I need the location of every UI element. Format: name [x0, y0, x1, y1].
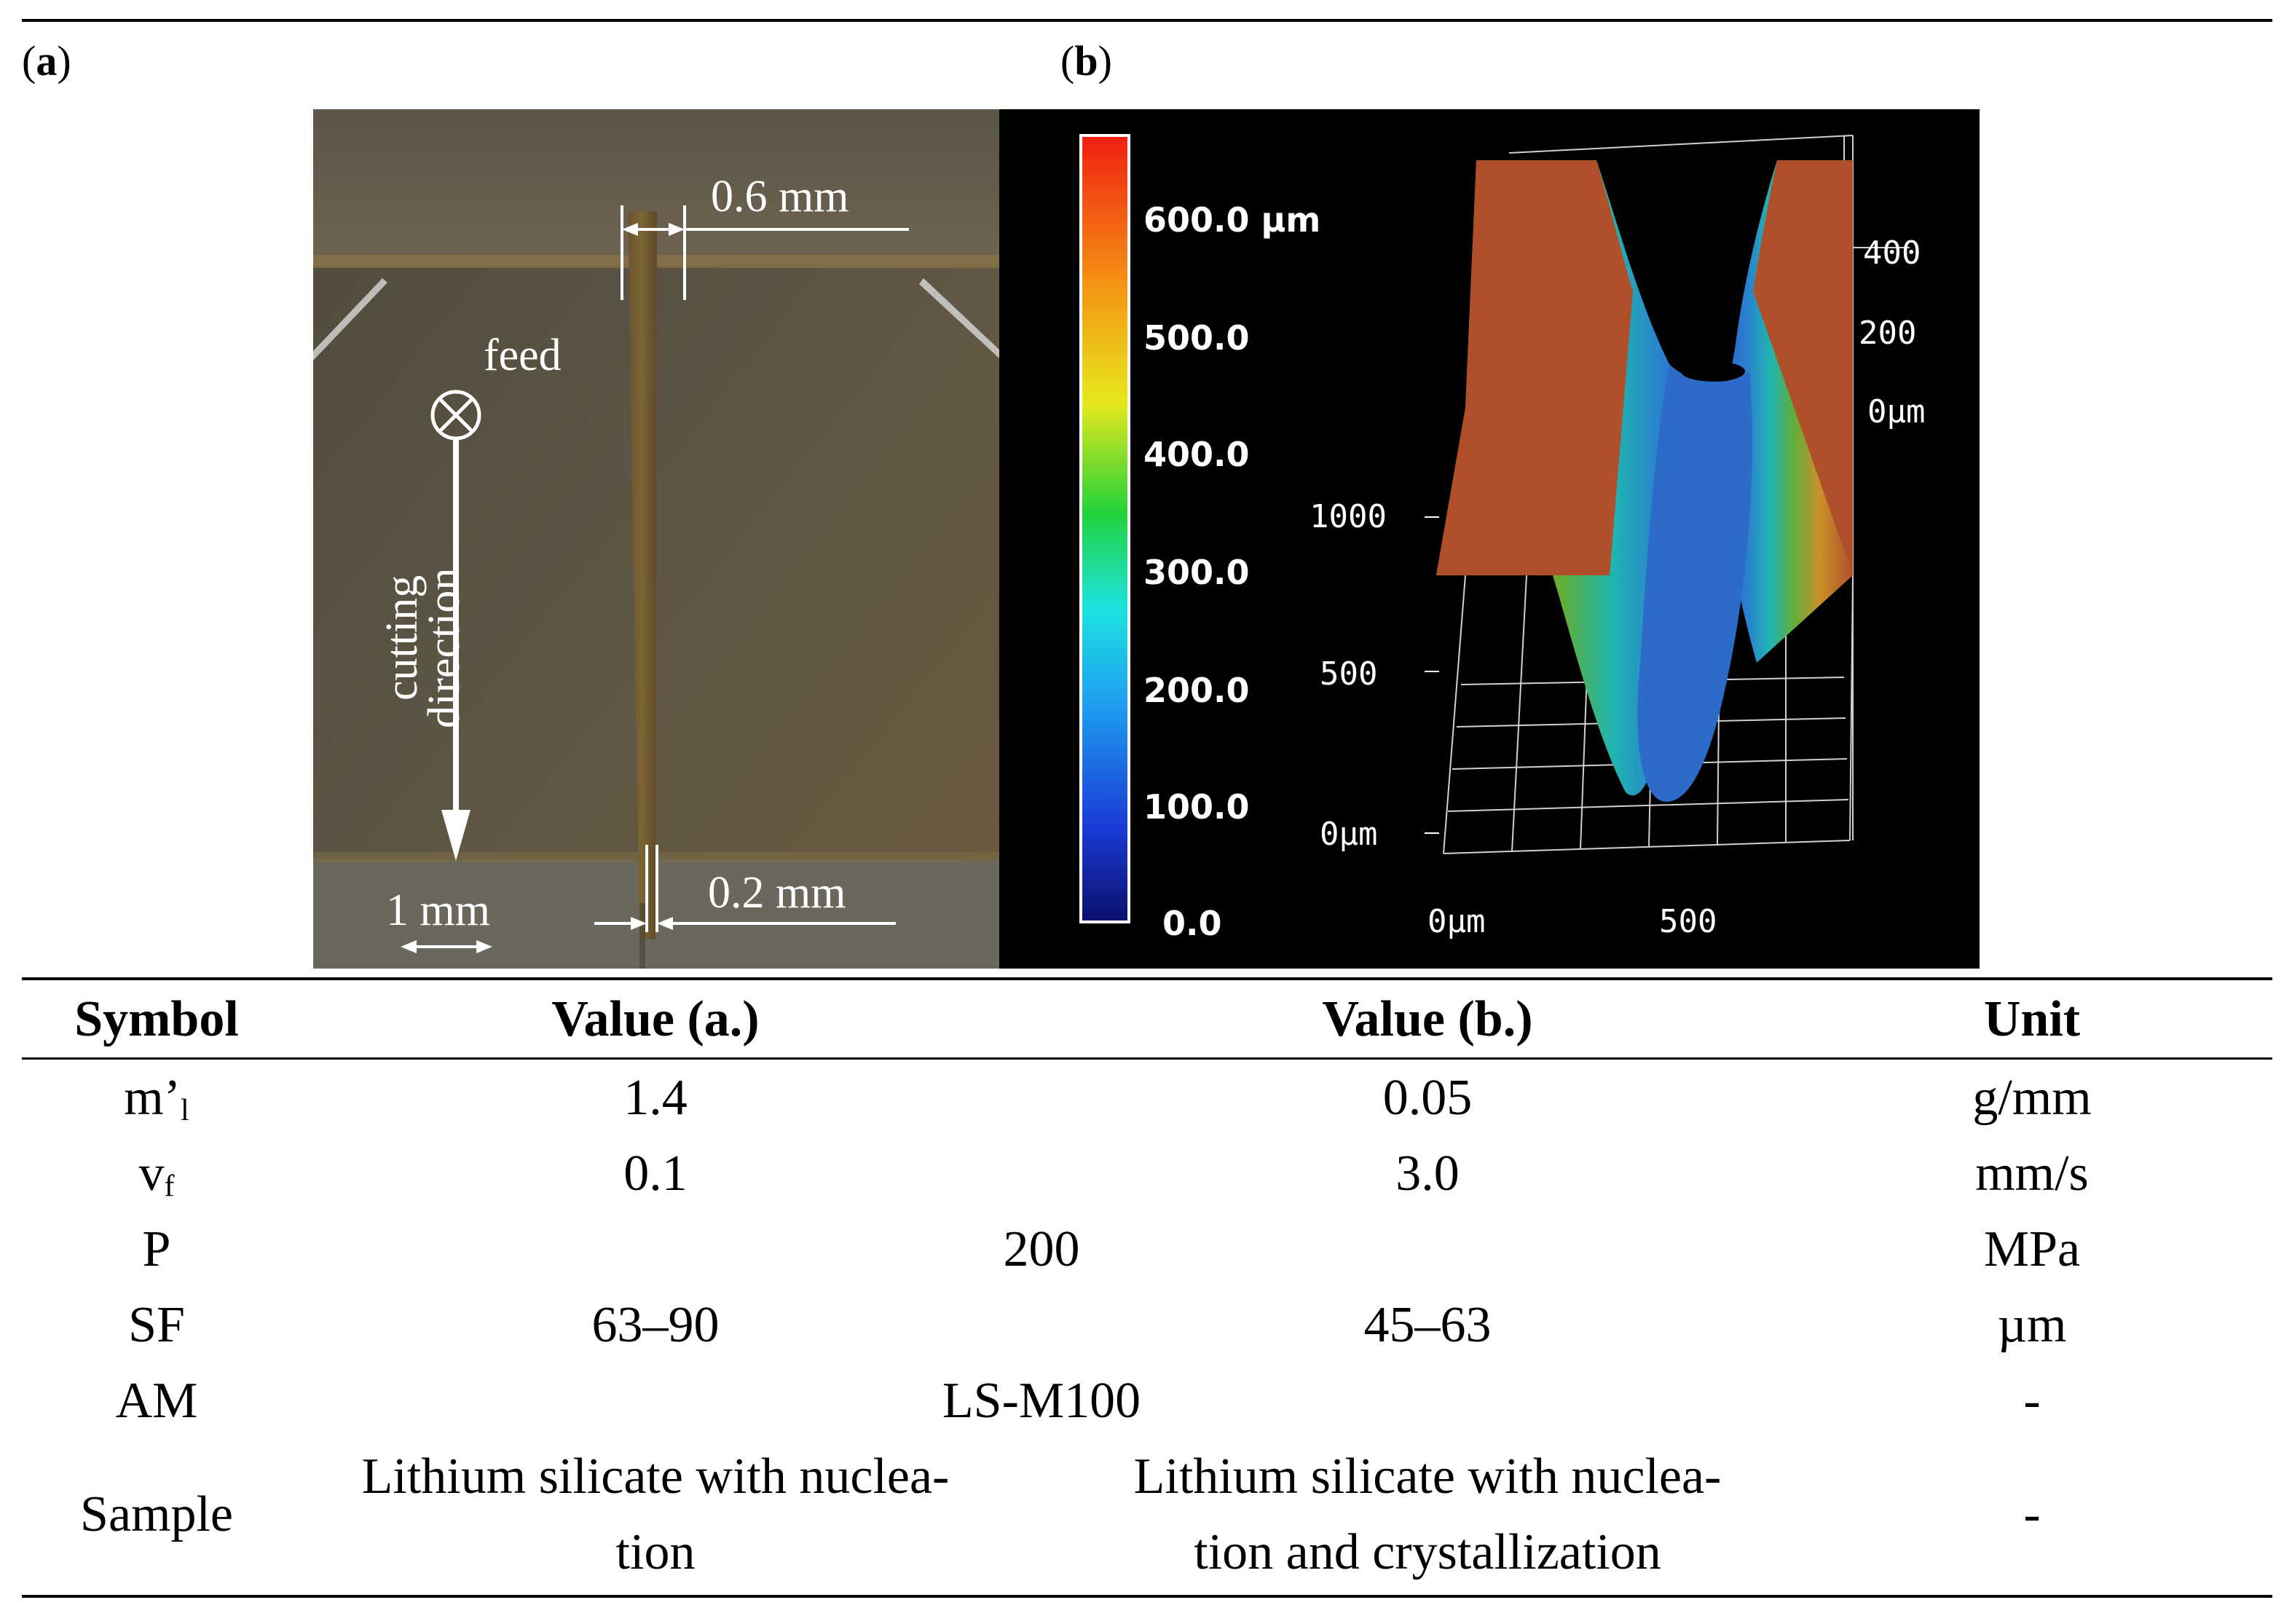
table-cell-unit: µm [1997, 1297, 2067, 1353]
table-cell-value-a: 63–90 [591, 1297, 720, 1353]
table-header-value-b: Value (b.) [1322, 991, 1533, 1047]
feed-symbol-icon [430, 390, 481, 441]
table-header-rule [22, 1057, 2272, 1060]
table-cell-unit: mm/s [1975, 1146, 2089, 1202]
scale-label: 1 mm [386, 886, 490, 935]
top-rule [22, 19, 2272, 22]
panel-a-photo: 0.6 mm feed cutting direction 1 mm [313, 109, 999, 969]
table-cell-unit: g/mm [1972, 1070, 2092, 1126]
dimension-0-6mm-label: 0.6 mm [711, 172, 848, 221]
colorbar-tick: 500.0 [1143, 318, 1250, 358]
table-cell-value-b: 45–63 [1363, 1297, 1492, 1353]
table-cell-value-b-line2: tion and crystallization [1194, 1524, 1661, 1580]
table-cell-merged: LS-M100 [942, 1373, 1141, 1429]
panel-a-label: (a) [22, 37, 71, 84]
table-cell-value-b: 3.0 [1395, 1146, 1460, 1202]
dimension-0-2mm-label: 0.2 mm [708, 868, 846, 918]
table-cell-value-b-line1: Lithium silicate with nuclea- [1133, 1448, 1722, 1505]
table-cell-value-a: 1.4 [623, 1070, 688, 1126]
panel-b-3d-profile: 600.0 µm 500.0 400.0 300.0 200.0 100.0 0… [999, 109, 1980, 969]
table-cell-symbol: Sample [80, 1486, 233, 1542]
table-bottom-rule [22, 1595, 2272, 1598]
table-cell-value-a-line2: tion [615, 1524, 696, 1580]
table-cell-symbol: m’l [124, 1070, 189, 1127]
colorbar-tick: 100.0 [1143, 787, 1250, 827]
table-cell-value-a-line1: Lithium silicate with nuclea- [361, 1448, 950, 1505]
cutting-direction-label: cutting direction [377, 564, 469, 728]
table-cell-unit: MPa [1983, 1221, 2081, 1277]
feed-label: feed [484, 331, 562, 380]
table-header-symbol: Symbol [74, 991, 239, 1047]
table-cell-merged: 200 [1003, 1221, 1080, 1277]
colorbar-tick: 600.0 µm [1143, 200, 1320, 240]
colorbar-tick: 300.0 [1143, 553, 1250, 592]
x-axis-tick: 500 [1659, 903, 1717, 940]
profile-top-left-plateau [1436, 160, 1633, 575]
table-header-value-a: Value (a.) [551, 991, 760, 1047]
table-cell-value-b: 0.05 [1382, 1070, 1473, 1126]
z-axis-tick: 200 [1859, 315, 1916, 352]
profile-groove-bottom [1637, 364, 1752, 802]
table-cell-symbol: AM [115, 1373, 198, 1429]
table-cell-symbol: vf [138, 1146, 175, 1203]
table-cell-symbol: SF [128, 1297, 185, 1353]
colorbar-tick: 200.0 [1143, 671, 1250, 710]
cut-groove [628, 211, 657, 939]
color-scale-bar [1079, 134, 1130, 923]
z-axis-tick: 0µm [1867, 393, 1925, 430]
y-axis-tick: 1000 [1310, 498, 1387, 535]
table-cell-symbol: P [142, 1221, 171, 1277]
x-axis-tick: 0µm [1427, 903, 1485, 940]
dimension-0-6mm [621, 205, 909, 300]
colorbar-tick: 400.0 [1143, 435, 1250, 474]
table-cell-unit: - [2023, 1373, 2041, 1429]
table-cell-unit: - [2023, 1486, 2041, 1542]
panel-b-label: (b) [1060, 37, 1112, 84]
y-axis-tick: 0µm [1320, 816, 1377, 853]
profile-top-right-plateau [1753, 160, 1853, 575]
table-header-unit: Unit [1983, 991, 2081, 1047]
table-cell-value-a: 0.1 [623, 1146, 688, 1202]
y-axis-tick: 500 [1320, 655, 1377, 693]
table-top-rule [22, 977, 2272, 980]
z-axis-tick: 400 [1863, 234, 1921, 272]
colorbar-tick: 0.0 [1162, 904, 1222, 943]
